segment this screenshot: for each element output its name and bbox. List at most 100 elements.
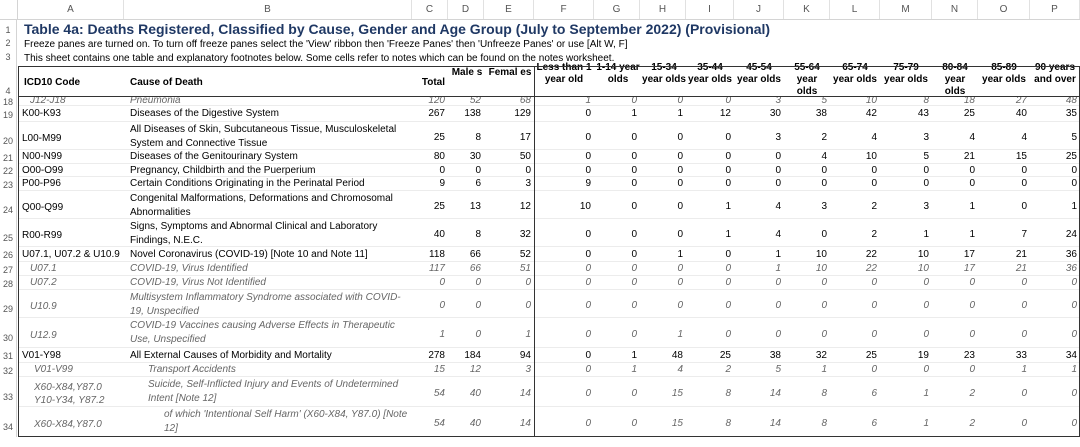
value-cell-age-85-89[interactable]: 15: [1015, 151, 1027, 162]
value-cell-males[interactable]: 40: [469, 388, 481, 399]
value-cell-males[interactable]: 6: [475, 178, 481, 189]
cause-cell[interactable]: Congenital Malformations, Deformations a…: [130, 193, 393, 218]
value-cell-age-35-44[interactable]: 0: [725, 132, 731, 143]
row-header-34[interactable]: 34: [0, 407, 17, 437]
row-header-25[interactable]: 25: [0, 219, 17, 247]
value-cell-males[interactable]: 12: [469, 364, 481, 375]
value-cell-age-1-14[interactable]: 0: [631, 229, 637, 240]
icd-code-cell[interactable]: K00-K93: [22, 108, 61, 119]
value-cell-age-45-54[interactable]: 0: [775, 329, 781, 340]
value-cell-females[interactable]: 0: [525, 300, 531, 311]
value-cell-age-90-plus[interactable]: 0: [1071, 418, 1077, 429]
header-age-90-plus[interactable]: 90 years and over: [1034, 62, 1076, 85]
value-cell-age-15-34[interactable]: 48: [671, 350, 683, 361]
icd-code-cell[interactable]: R00-R99: [22, 230, 63, 241]
value-cell-age-45-54[interactable]: 14: [769, 388, 781, 399]
value-cell-total[interactable]: 54: [433, 388, 445, 399]
value-cell-age-85-89[interactable]: 0: [1021, 388, 1027, 399]
value-cell-age-65-74[interactable]: 2: [871, 229, 877, 240]
value-cell-age-80-84[interactable]: 2: [969, 388, 975, 399]
value-cell-females[interactable]: 68: [519, 96, 531, 106]
value-cell-age-under-1[interactable]: 0: [585, 388, 591, 399]
value-cell-males[interactable]: 0: [475, 277, 481, 288]
value-cell-age-85-89[interactable]: 0: [1021, 277, 1027, 288]
value-cell-age-35-44[interactable]: 8: [725, 388, 731, 399]
row-header-29[interactable]: 29: [0, 290, 17, 318]
value-cell-age-90-plus[interactable]: 5: [1071, 132, 1077, 143]
value-cell-age-35-44[interactable]: 0: [725, 178, 731, 189]
value-cell-age-1-14[interactable]: 1: [631, 108, 637, 119]
value-cell-age-15-34[interactable]: 0: [677, 229, 683, 240]
value-cell-age-85-89[interactable]: 1: [1021, 364, 1027, 375]
value-cell-age-55-64[interactable]: 3: [821, 201, 827, 212]
row-header-19[interactable]: 19: [0, 106, 17, 122]
value-cell-age-80-84[interactable]: 4: [969, 132, 975, 143]
value-cell-age-55-64[interactable]: 32: [815, 350, 827, 361]
value-cell-males[interactable]: 40: [469, 418, 481, 429]
value-cell-age-80-84[interactable]: 0: [969, 329, 975, 340]
value-cell-age-45-54[interactable]: 3: [775, 132, 781, 143]
column-header-g[interactable]: G: [594, 0, 640, 19]
header-age-55-64[interactable]: 55-64 year olds: [794, 62, 820, 96]
cause-cell[interactable]: Diseases of the Genitourinary System: [130, 151, 298, 162]
value-cell-age-65-74[interactable]: 22: [865, 249, 877, 260]
icd-code-cell[interactable]: X60-X84,Y87.0: [34, 419, 102, 430]
value-cell-age-85-89[interactable]: 27: [1015, 96, 1027, 106]
value-cell-age-45-54[interactable]: 4: [775, 201, 781, 212]
icd-code-cell[interactable]: V01-V99: [34, 364, 73, 375]
value-cell-age-80-84[interactable]: 0: [969, 300, 975, 311]
value-cell-age-65-74[interactable]: 10: [865, 151, 877, 162]
value-cell-age-65-74[interactable]: 25: [865, 350, 877, 361]
column-header-p[interactable]: P: [1030, 0, 1080, 19]
value-cell-age-85-89[interactable]: 40: [1015, 108, 1027, 119]
row-header-2[interactable]: 2: [0, 34, 17, 48]
value-cell-age-under-1[interactable]: 0: [585, 151, 591, 162]
value-cell-females[interactable]: 1: [525, 329, 531, 340]
value-cell-age-80-84[interactable]: 18: [963, 96, 975, 106]
select-all-corner[interactable]: [0, 0, 18, 19]
cause-cell[interactable]: COVID-19 Vaccines causing Adverse Effect…: [130, 320, 395, 345]
value-cell-age-35-44[interactable]: 1: [725, 229, 731, 240]
value-cell-age-under-1[interactable]: 0: [585, 329, 591, 340]
icd-code-cell[interactable]: P00-P96: [22, 178, 61, 189]
value-cell-age-45-54[interactable]: 14: [769, 418, 781, 429]
value-cell-age-85-89[interactable]: 21: [1015, 249, 1027, 260]
column-header-c[interactable]: C: [412, 0, 448, 19]
cause-cell[interactable]: Certain Conditions Originating in the Pe…: [130, 178, 365, 189]
value-cell-age-1-14[interactable]: 0: [631, 178, 637, 189]
value-cell-females[interactable]: 50: [519, 151, 531, 162]
value-cell-males[interactable]: 0: [475, 329, 481, 340]
value-cell-males[interactable]: 66: [469, 263, 481, 274]
value-cell-females[interactable]: 51: [519, 263, 531, 274]
column-header-e[interactable]: E: [484, 0, 534, 19]
value-cell-age-45-54[interactable]: 4: [775, 229, 781, 240]
value-cell-age-55-64[interactable]: 5: [821, 96, 827, 106]
column-header-k[interactable]: K: [784, 0, 830, 19]
value-cell-age-15-34[interactable]: 1: [677, 249, 683, 260]
header-age-45-54[interactable]: 45-54 year olds: [737, 62, 781, 85]
value-cell-age-under-1[interactable]: 0: [585, 108, 591, 119]
value-cell-age-80-84[interactable]: 0: [969, 364, 975, 375]
icd-code-cell[interactable]: U12.9: [30, 330, 57, 341]
column-header-d[interactable]: D: [448, 0, 484, 19]
value-cell-age-1-14[interactable]: 0: [631, 263, 637, 274]
header-age-75-79[interactable]: 75-79 year olds: [884, 62, 928, 85]
value-cell-age-80-84[interactable]: 25: [963, 108, 975, 119]
value-cell-age-55-64[interactable]: 8: [821, 388, 827, 399]
value-cell-total[interactable]: 267: [428, 108, 445, 119]
value-cell-age-90-plus[interactable]: 1: [1071, 364, 1077, 375]
value-cell-age-under-1[interactable]: 0: [585, 418, 591, 429]
value-cell-age-35-44[interactable]: 0: [725, 300, 731, 311]
value-cell-age-65-74[interactable]: 4: [871, 132, 877, 143]
cause-cell[interactable]: All Diseases of Skin, Subcutaneous Tissu…: [130, 124, 397, 149]
row-header-3[interactable]: 3: [0, 48, 17, 62]
value-cell-females[interactable]: 14: [519, 388, 531, 399]
icd-code-cell[interactable]: O00-O99: [22, 165, 64, 176]
value-cell-age-55-64[interactable]: 2: [821, 132, 827, 143]
value-cell-age-under-1[interactable]: 0: [585, 132, 591, 143]
value-cell-total[interactable]: 40: [433, 229, 445, 240]
icd-code-cell[interactable]: U07.1, U07.2 & U10.9: [22, 249, 120, 260]
value-cell-age-85-89[interactable]: 21: [1015, 263, 1027, 274]
value-cell-age-85-89[interactable]: 0: [1021, 329, 1027, 340]
value-cell-age-45-54[interactable]: 0: [775, 151, 781, 162]
